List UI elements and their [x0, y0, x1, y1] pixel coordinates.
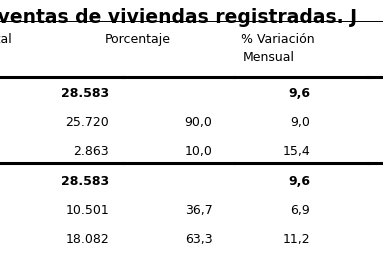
Text: 10,0: 10,0 — [185, 145, 213, 157]
Text: 2.863: 2.863 — [74, 145, 109, 157]
Text: aventas de viviendas registradas. J: aventas de viviendas registradas. J — [0, 8, 357, 27]
Text: otal: otal — [0, 33, 12, 46]
Text: 10.501: 10.501 — [65, 203, 109, 216]
Text: 28.583: 28.583 — [61, 86, 109, 99]
Text: 6,9: 6,9 — [290, 203, 310, 216]
Text: 90,0: 90,0 — [185, 116, 213, 128]
Text: 9,6: 9,6 — [288, 174, 310, 187]
Text: Porcentaje: Porcentaje — [105, 33, 171, 46]
Text: % Variación: % Variación — [241, 33, 315, 46]
Text: 63,3: 63,3 — [185, 232, 213, 245]
Text: 15,4: 15,4 — [283, 145, 310, 157]
Text: 28.583: 28.583 — [61, 174, 109, 187]
Text: 36,7: 36,7 — [185, 203, 213, 216]
Text: 11,2: 11,2 — [283, 232, 310, 245]
Text: 25.720: 25.720 — [65, 116, 109, 128]
Text: Mensual: Mensual — [243, 51, 295, 64]
Text: 9,6: 9,6 — [288, 86, 310, 99]
Text: 9,0: 9,0 — [290, 116, 310, 128]
Text: 18.082: 18.082 — [65, 232, 109, 245]
